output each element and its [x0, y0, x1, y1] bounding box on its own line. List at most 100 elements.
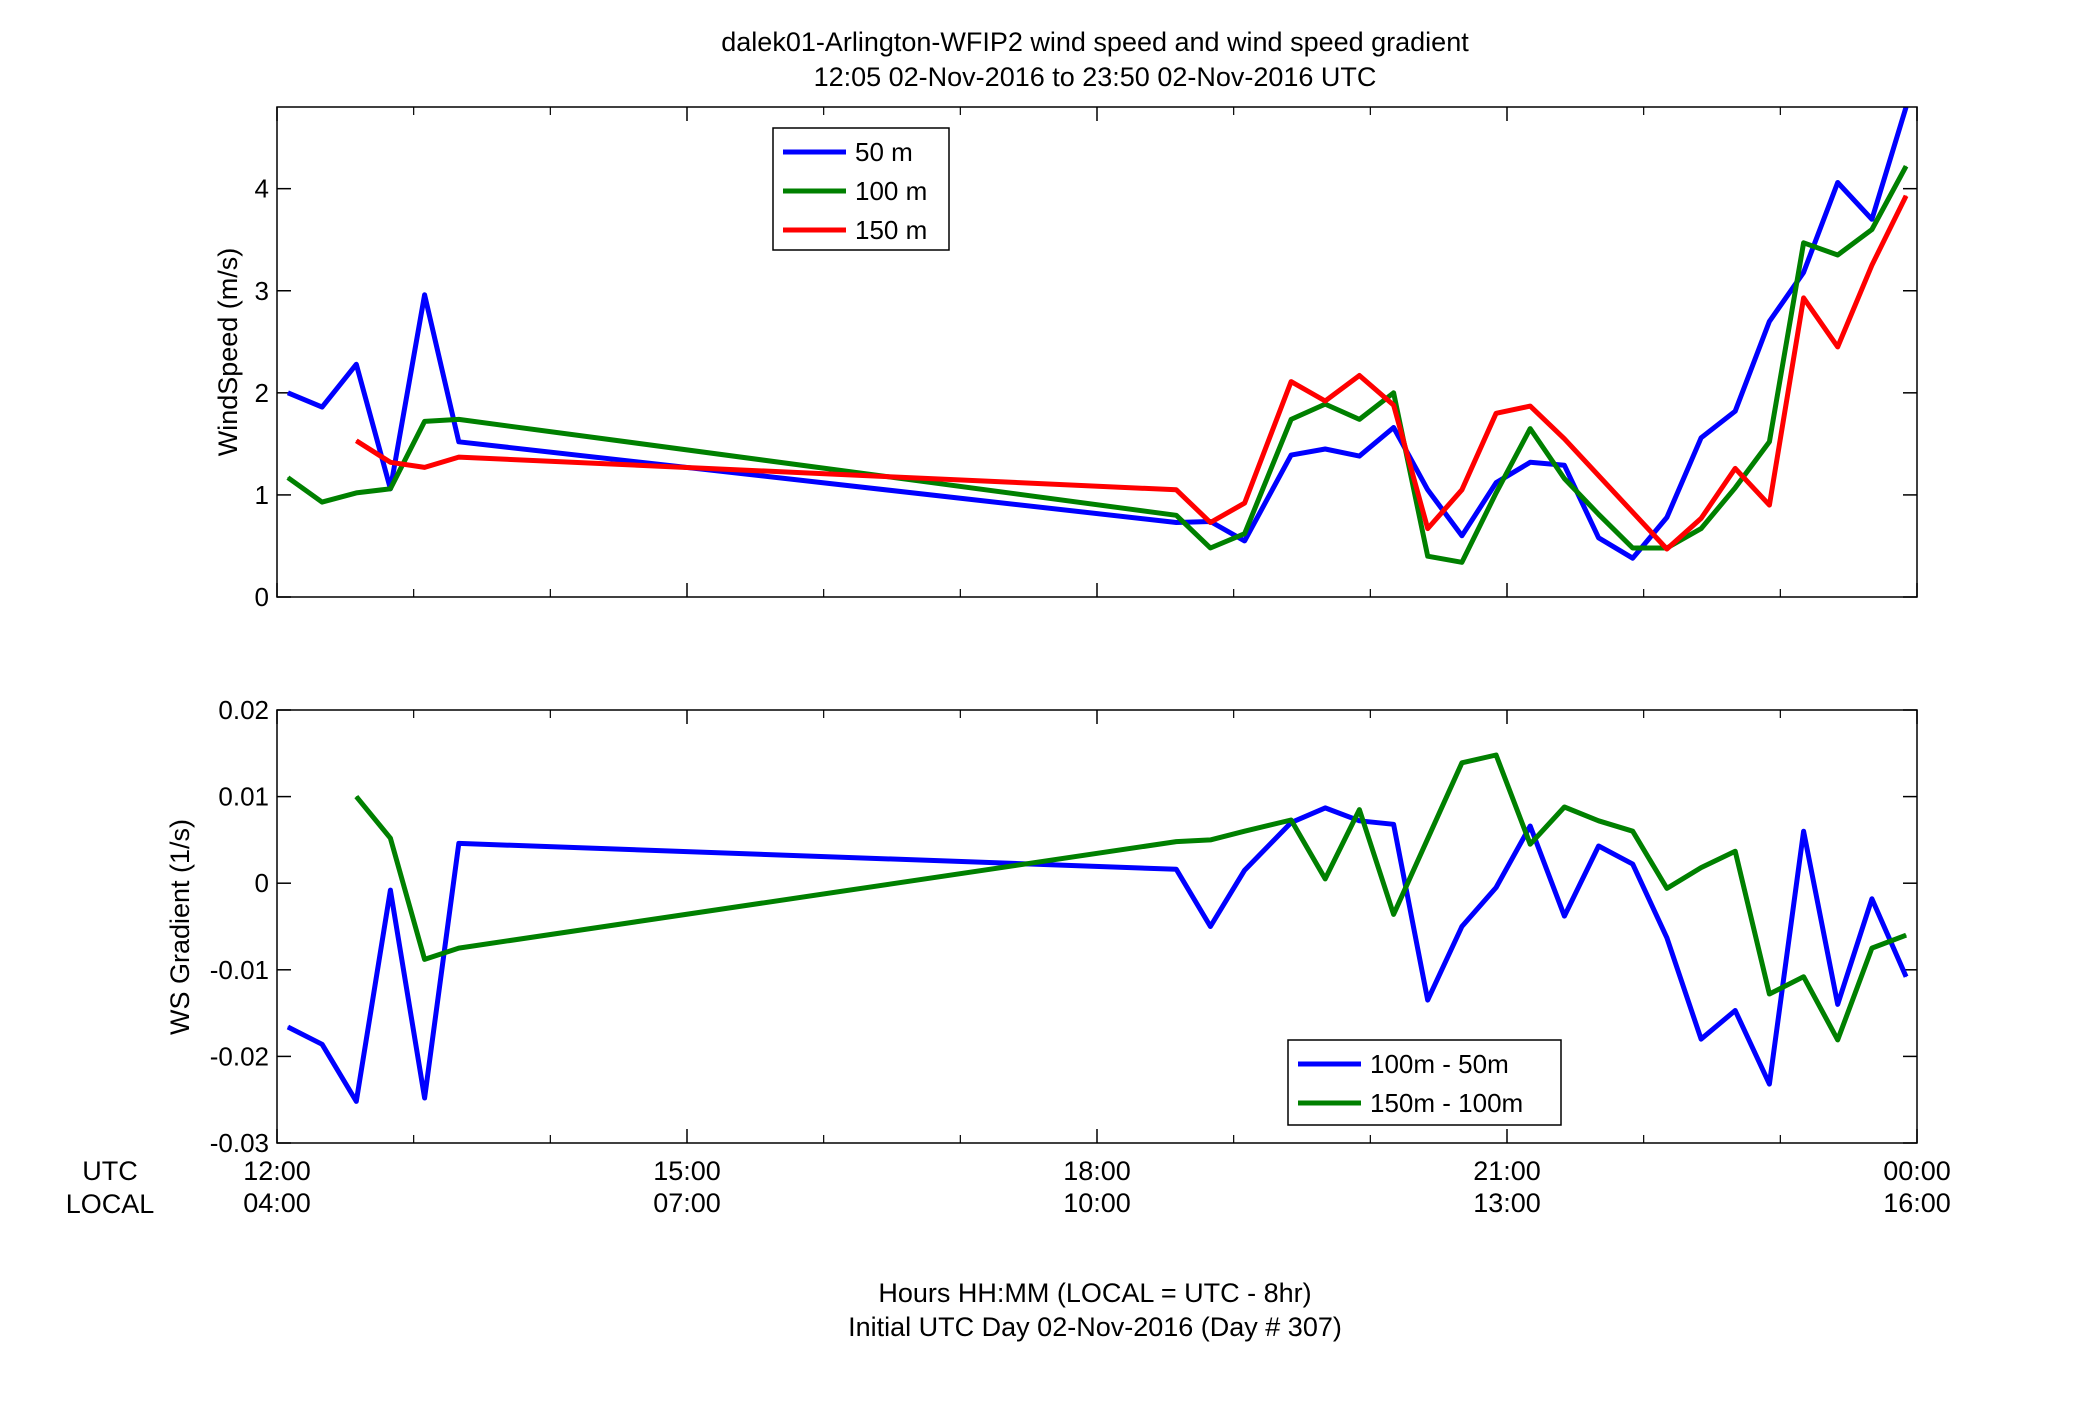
windspeed-point-50-m: [1358, 455, 1360, 457]
x-tick-label-utc: 15:00: [653, 1156, 721, 1186]
x-tick-label-utc: 00:00: [1883, 1156, 1951, 1186]
gradient-point-100m-50m: [1632, 863, 1634, 865]
gradient-point-100m-50m: [1803, 830, 1805, 832]
windspeed-point-150-m: [1209, 522, 1211, 523]
windspeed-point-100-m: [1768, 441, 1770, 443]
windspeed-point-100-m: [1290, 418, 1292, 420]
gradient-point-150m-100m: [1632, 830, 1634, 832]
gradient-legend-box: [1287, 1039, 1562, 1126]
windspeed-point-100-m: [1905, 165, 1907, 167]
chart-subtitle: 12:05 02-Nov-2016 to 23:50 02-Nov-2016 U…: [814, 62, 1377, 92]
gradient-point-150m-100m: [1563, 806, 1565, 808]
gradient-point-100m-50m: [389, 889, 391, 891]
gradient-legend: 100m - 50m 150m - 100m: [1287, 1039, 1562, 1126]
windspeed-point-150-m: [1393, 404, 1395, 406]
windspeed-point-100-m: [1427, 555, 1429, 557]
windspeed-point-50-m: [1495, 482, 1497, 484]
windspeed-point-100-m: [1700, 528, 1702, 530]
x-tick-label-local: 04:00: [243, 1188, 311, 1218]
windspeed-point-50-m: [1461, 535, 1463, 537]
windspeed-point-50-m: [1666, 516, 1668, 518]
gradient-y-tick-label: -0.03: [210, 1128, 269, 1158]
gradient-point-100m-50m: [355, 1100, 357, 1102]
gradient-point-100m-50m: [458, 842, 460, 844]
gradient-point-150m-100m: [1803, 976, 1805, 978]
windspeed-point-150-m: [1495, 412, 1497, 414]
gradient-point-100m-50m: [1563, 915, 1565, 917]
x-tick-label-local: 07:00: [653, 1188, 721, 1218]
windspeed-point-150-m: [1666, 548, 1668, 550]
windspeed-point-100-m: [1871, 229, 1873, 230]
windspeed-y-axis-label: WindSpeed (m/s): [213, 248, 243, 457]
windspeed-point-50-m: [1393, 427, 1395, 428]
gradient-point-150m-100m: [1837, 1039, 1839, 1041]
gradient-y-axis-label: WS Gradient (1/s): [165, 819, 195, 1035]
gradient-point-150m-100m: [1209, 839, 1211, 841]
windspeed-ticks: [276, 107, 1918, 598]
x-tick-label-local: 10:00: [1063, 1188, 1131, 1218]
windspeed-point-100-m: [458, 418, 460, 420]
windspeed-y-tick-label: 4: [255, 174, 269, 204]
gradient-y-tick-label: 0: [255, 868, 269, 898]
windspeed-point-150-m: [1244, 502, 1246, 504]
windspeed-series-150-m: [354, 194, 1909, 552]
windspeed-point-150-m: [1461, 489, 1463, 491]
windspeed-point-100-m: [1393, 392, 1395, 394]
gradient-point-150m-100m: [1495, 754, 1497, 756]
windspeed-point-100-m: [321, 501, 323, 503]
windspeed-point-50-m: [1598, 537, 1600, 539]
windspeed-y-tick-label: 2: [255, 378, 269, 408]
windspeed-point-50-m: [1700, 437, 1702, 439]
legend-label-150m-100m: 150m - 100m: [1370, 1088, 1523, 1118]
gradient-point-150m-100m: [1768, 993, 1770, 995]
gradient-y-tick-labels: -0.03 -0.02 -0.01 0 0.01 0.02: [210, 695, 269, 1158]
gradient-point-100m-50m: [1244, 869, 1246, 871]
gradient-point-100m-50m: [1324, 807, 1326, 809]
windspeed-point-100-m: [1209, 547, 1211, 549]
windspeed-series-lines: [286, 106, 1909, 565]
windspeed-point-100-m: [1734, 487, 1736, 489]
windspeed-point-150-m: [355, 440, 357, 442]
windspeed-axes-frame: [276, 106, 1918, 598]
windspeed-series-100-m: [286, 165, 1909, 565]
windspeed-point-100-m: [287, 477, 289, 479]
x-tick-label-utc: 12:00: [243, 1156, 311, 1186]
windspeed-point-100-m: [424, 420, 426, 422]
windspeed-point-150-m: [1803, 297, 1805, 299]
gradient-point-150m-100m: [1905, 934, 1907, 936]
gradient-axes-frame: [276, 709, 1918, 1144]
x-tick-label-utc: 18:00: [1063, 1156, 1131, 1186]
windspeed-point-150-m: [1324, 400, 1326, 402]
windspeed-point-150-m: [1290, 381, 1292, 383]
gradient-point-100m-50m: [1393, 823, 1395, 825]
x-axis-sublabel: Initial UTC Day 02-Nov-2016 (Day # 307): [848, 1312, 1342, 1342]
gradient-point-150m-100m: [424, 958, 426, 960]
windspeed-point-50-m: [1734, 410, 1736, 412]
windspeed-point-150-m: [424, 466, 426, 468]
windspeed-point-100-m: [1563, 478, 1565, 480]
gradient-point-150m-100m: [1175, 841, 1177, 843]
windspeed-point-50-m: [1244, 540, 1246, 542]
gradient-point-100m-50m: [1461, 926, 1463, 927]
windspeed-point-150-m: [389, 461, 391, 463]
gradient-point-150m-100m: [1244, 830, 1246, 832]
gradient-y-tick-label: -0.01: [210, 955, 269, 985]
gradient-point-100m-50m: [1427, 999, 1429, 1001]
windspeed-point-50-m: [1290, 454, 1292, 456]
windspeed-point-150-m: [1563, 438, 1565, 440]
gradient-point-150m-100m: [1700, 867, 1702, 869]
windspeed-point-100-m: [1358, 418, 1360, 420]
gradient-point-100m-50m: [1837, 1003, 1839, 1005]
gradient-point-100m-50m: [1598, 845, 1600, 847]
windspeed-point-50-m: [1803, 271, 1805, 273]
windspeed-point-50-m: [1837, 182, 1839, 183]
gradient-point-150m-100m: [1666, 887, 1668, 889]
windspeed-panel: 0 1 2 3 4 WindSpeed (m/s) 50 m 100 m 150 m: [213, 106, 1918, 612]
windspeed-point-50-m: [1529, 461, 1531, 463]
gradient-point-150m-100m: [1358, 809, 1360, 811]
gradient-point-150m-100m: [1734, 850, 1736, 852]
x-tick-label-local: 13:00: [1473, 1188, 1541, 1218]
gradient-point-150m-100m: [1598, 820, 1600, 822]
gradient-point-100m-50m: [1495, 887, 1497, 888]
